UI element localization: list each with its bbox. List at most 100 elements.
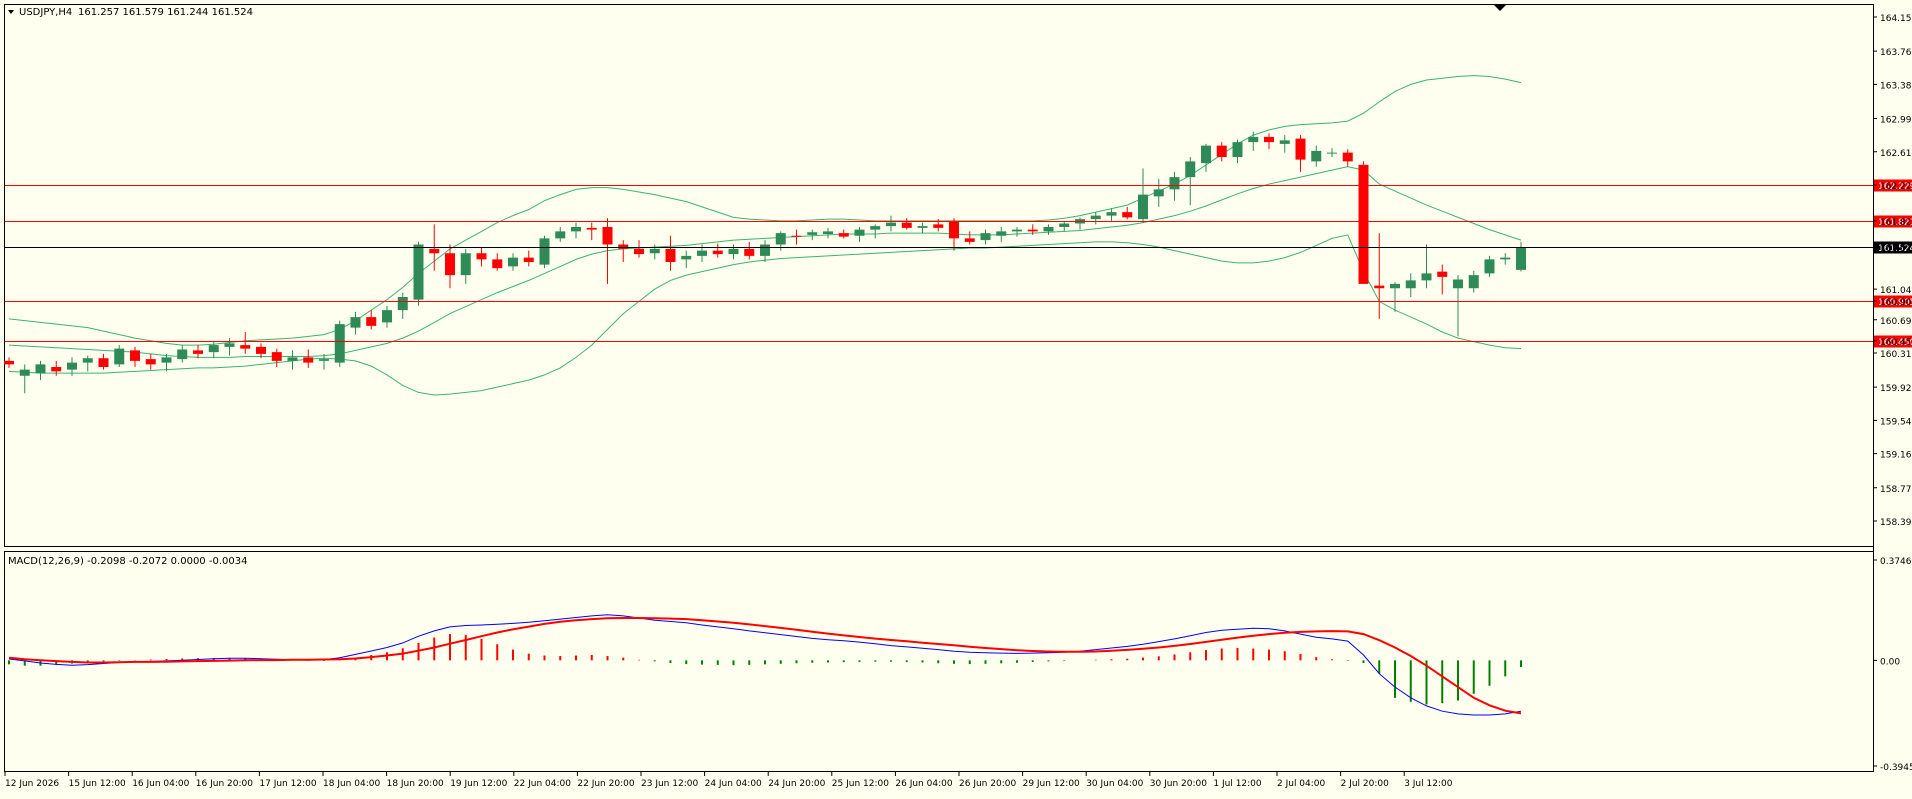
chart-shift-marker-icon[interactable] bbox=[1494, 5, 1506, 11]
ohlc-label: 161.257 161.579 161.244 161.524 bbox=[78, 7, 253, 18]
candle-bull bbox=[397, 297, 408, 311]
candle-bull bbox=[681, 255, 692, 260]
candle-bear bbox=[901, 222, 912, 228]
candle-bear bbox=[665, 248, 676, 262]
macd-tick-label: 0.3746 bbox=[1880, 557, 1912, 567]
candle-bear bbox=[949, 220, 959, 239]
candle-bull bbox=[539, 238, 550, 265]
candle-bull bbox=[697, 250, 707, 256]
level-tag bbox=[1874, 215, 1912, 228]
level-tag-label: 162.229 bbox=[1878, 182, 1912, 192]
candle-bull bbox=[886, 222, 896, 227]
time-tick-label: 26 Jun 20:00 bbox=[959, 779, 1016, 789]
candle-bear bbox=[366, 317, 377, 326]
symbol-label: USDJPY,H4 bbox=[19, 7, 72, 18]
candle-bear bbox=[492, 259, 503, 269]
time-tick-label: 22 Jun 04:00 bbox=[514, 779, 571, 789]
candle-bull bbox=[775, 233, 786, 245]
candle-bear bbox=[1358, 164, 1369, 284]
price-tick-label: 163.760 bbox=[1880, 48, 1912, 58]
candle-bull bbox=[555, 231, 566, 239]
main-chart-frame bbox=[4, 4, 1874, 547]
candle-bear bbox=[586, 227, 597, 230]
candle-bull bbox=[1405, 280, 1416, 289]
candle-bear bbox=[51, 367, 62, 372]
candle-bear bbox=[523, 257, 534, 262]
candle-bear bbox=[964, 238, 975, 242]
candle-bear bbox=[838, 233, 849, 237]
candle-bull bbox=[208, 345, 219, 353]
candle-bear bbox=[271, 352, 282, 361]
time-tick-label: 22 Jun 20:00 bbox=[577, 779, 634, 789]
time-tick-label: 23 Jun 12:00 bbox=[641, 779, 698, 789]
price-tick-label: 158.770 bbox=[1880, 485, 1912, 495]
price-tick-label: 162.990 bbox=[1880, 116, 1912, 126]
candle-bull bbox=[319, 359, 329, 361]
candle-bear bbox=[476, 253, 487, 260]
price-tick-label: 159.540 bbox=[1880, 417, 1912, 427]
candle-bear bbox=[4, 360, 14, 365]
current-price-tag bbox=[1874, 241, 1912, 254]
price-tick-label: 159.160 bbox=[1880, 451, 1912, 461]
candle-bear bbox=[712, 250, 723, 255]
candle-bull bbox=[224, 343, 235, 347]
time-tick-label: 17 Jun 12:00 bbox=[259, 779, 316, 789]
candle-bull bbox=[807, 232, 818, 235]
candle-bull bbox=[1232, 142, 1243, 157]
candle-bull bbox=[460, 253, 471, 276]
price-tick-label: 159.920 bbox=[1880, 384, 1912, 394]
candle-bull bbox=[1484, 259, 1495, 274]
price-tick-label: 160.690 bbox=[1880, 317, 1912, 327]
time-tick-label: 30 Jun 20:00 bbox=[1150, 779, 1207, 789]
candle-bear bbox=[1027, 229, 1038, 232]
candle-bull bbox=[1390, 283, 1400, 289]
candle-bear bbox=[1342, 152, 1353, 162]
price-tick-label: 161.040 bbox=[1880, 286, 1912, 296]
candles bbox=[4, 131, 1526, 394]
candle-bull bbox=[161, 357, 172, 363]
candle-bear bbox=[1264, 136, 1274, 143]
bollinger-bands bbox=[8, 75, 1522, 396]
candle-bull bbox=[1012, 229, 1022, 232]
candle-bull bbox=[1043, 227, 1054, 232]
candle-bull bbox=[1327, 152, 1337, 154]
price-tick-label: 163.380 bbox=[1880, 81, 1912, 91]
candle-bull bbox=[571, 227, 581, 232]
collapse-triangle-icon[interactable] bbox=[8, 10, 14, 14]
time-tick-label: 26 Jun 04:00 bbox=[895, 779, 952, 789]
candle-bear bbox=[445, 253, 455, 276]
candle-bull bbox=[1311, 150, 1322, 162]
level-tag-label: 160.450 bbox=[1878, 338, 1912, 348]
macd-tick-label: 0.00 bbox=[1880, 657, 1900, 667]
candle-bear bbox=[145, 359, 156, 365]
candle-bear bbox=[303, 357, 314, 363]
price-tick-label: 161.821 bbox=[1880, 218, 1912, 228]
candle-bull bbox=[1059, 223, 1070, 227]
level-tag-label: 161.821 bbox=[1878, 218, 1912, 228]
level-tag-label: 160.905 bbox=[1878, 298, 1912, 308]
time-tick-label: 16 Jun 20:00 bbox=[196, 779, 253, 789]
price-tick-label: 158.390 bbox=[1880, 518, 1912, 528]
candle-bull bbox=[19, 369, 30, 376]
macd-label: MACD(12,26,9) -0.2098 -0.2072 0.0000 -0.… bbox=[8, 556, 247, 567]
horizontal-levels[interactable]: 162.229 161.821 160.905 160.450 161.524 bbox=[5, 179, 1912, 349]
macd-signal-line bbox=[8, 617, 1522, 715]
candle-bull bbox=[649, 248, 660, 254]
price-tick-label: 160.905 bbox=[1880, 298, 1912, 308]
current-price-tag-label: 161.524 bbox=[1878, 244, 1912, 254]
time-axis: 12 Jun 2026 15 Jun 12:00 16 Jun 04:00 16 Ju… bbox=[4, 772, 1453, 789]
candle-bear bbox=[193, 350, 203, 354]
time-tick-label: 18 Jun 04:00 bbox=[323, 779, 380, 789]
candle-bear bbox=[1295, 138, 1306, 160]
candle-bull bbox=[1090, 215, 1101, 220]
time-tick-label: 16 Jun 04:00 bbox=[132, 779, 189, 789]
candle-bull bbox=[413, 244, 424, 300]
candle-bull bbox=[996, 231, 1007, 236]
macd-tick-label: -0.3945 bbox=[1880, 763, 1912, 773]
candle-bull bbox=[1516, 247, 1526, 270]
macd-axis: 0.3746 0.00 -0.3945 bbox=[1873, 557, 1912, 773]
candle-bear bbox=[1437, 271, 1448, 277]
candle-bull bbox=[1468, 275, 1479, 289]
